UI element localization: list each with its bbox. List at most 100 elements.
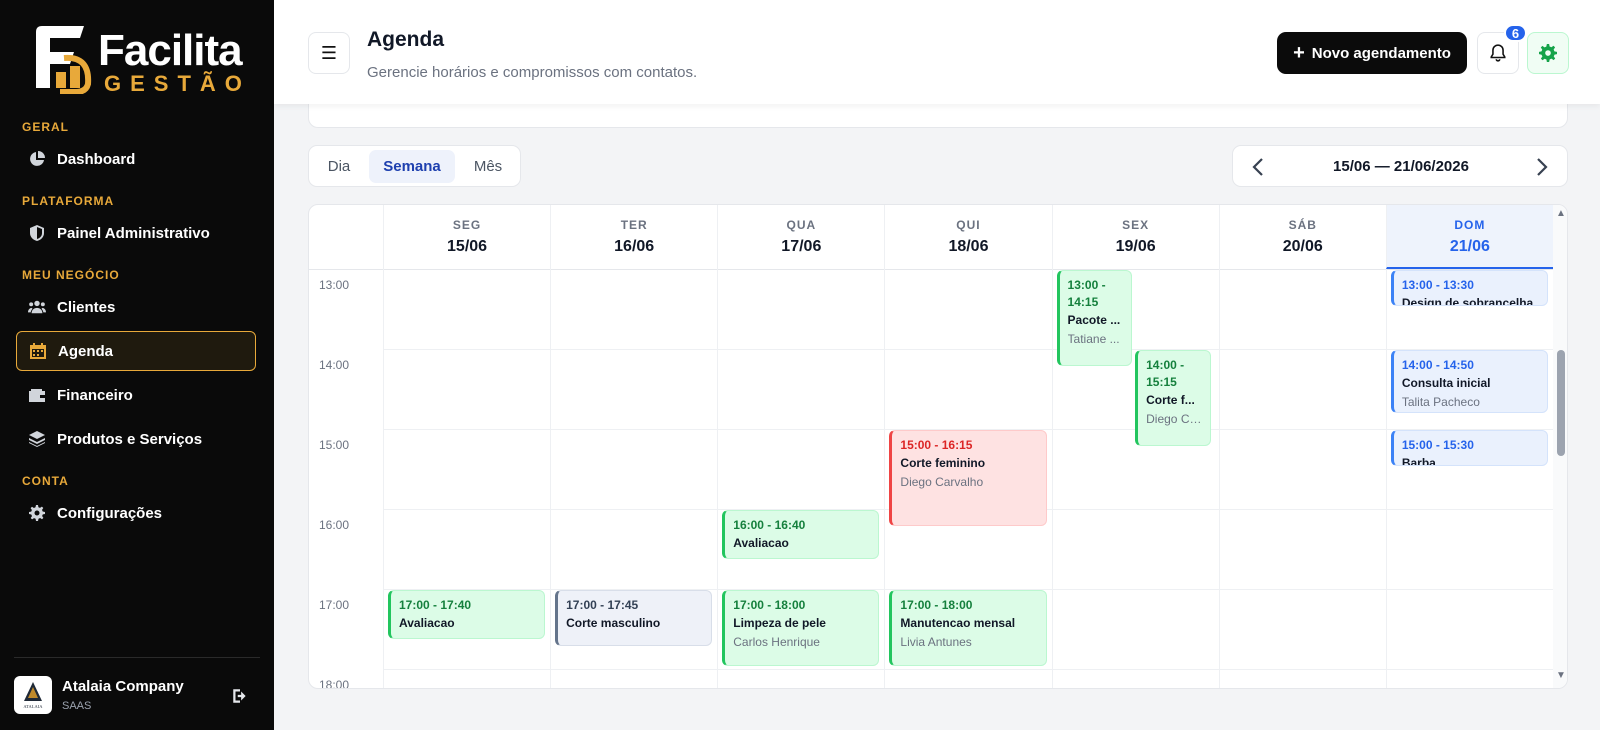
event-time: 17:00 - 17:40 — [399, 598, 472, 612]
day-header[interactable]: SEG 15/06 — [383, 205, 550, 269]
settings-button[interactable] — [1527, 32, 1569, 74]
day-of-week: DOM — [1454, 218, 1486, 232]
hour-divider — [383, 669, 1553, 670]
company-plan: SAAS — [62, 700, 92, 712]
new-appointment-label: Novo agendamento — [1311, 44, 1451, 62]
appointment-event[interactable]: 14:00 - 14:50 Consulta inicial Talita Pach… — [1390, 350, 1548, 413]
page-subtitle: Gerencie horários e compromissos com con… — [367, 64, 698, 81]
tab-dia[interactable]: Dia — [327, 158, 351, 175]
event-client: Livia Antunes — [900, 635, 972, 649]
event-title: Avaliacao — [733, 536, 789, 550]
appointment-event[interactable]: 14:00 - 15:15 Corte f... Diego Ca... — [1135, 350, 1211, 446]
scroll-up-arrow-icon[interactable]: ▲ — [1556, 208, 1566, 219]
sidebar-item-agenda[interactable]: Agenda — [16, 331, 256, 371]
sidebar-item-configuracoes[interactable]: Configurações — [16, 493, 256, 533]
appointment-event[interactable]: 15:00 - 15:30 Barba — [1390, 430, 1548, 466]
appointment-event[interactable]: 17:00 - 17:45 Corte masculino — [555, 590, 713, 646]
gear-icon — [1539, 44, 1557, 62]
day-date: 16/06 — [614, 238, 655, 255]
day-date: 18/06 — [948, 238, 989, 255]
menu-toggle-button[interactable]: ☰ — [308, 32, 350, 74]
event-client: Diego Carvalho — [900, 475, 984, 489]
sidebar-item-financeiro[interactable]: Financeiro — [16, 375, 256, 415]
day-of-week: QUA — [786, 218, 817, 232]
column-divider — [550, 269, 552, 688]
day-of-week: QUI — [956, 218, 981, 232]
sidebar-item-dashboard[interactable]: Dashboard — [16, 139, 256, 179]
nav-section-plataforma: PLATAFORMA — [22, 194, 115, 208]
shield-icon — [28, 224, 46, 242]
chevron-left-icon[interactable] — [1247, 155, 1271, 179]
scroll-down-arrow-icon[interactable]: ▼ — [1556, 670, 1566, 681]
day-of-week: TER — [620, 218, 648, 232]
sidebar-item-painel-administrativo[interactable]: Painel Administrativo — [16, 213, 256, 253]
gear-icon — [28, 504, 46, 522]
company-logo-text: ATALAIA — [23, 704, 43, 709]
day-header[interactable]: SEX 19/06 — [1051, 205, 1219, 269]
appointment-event[interactable]: 15:00 - 16:15 Corte feminino Diego Carvalh… — [889, 430, 1047, 526]
hour-divider — [383, 589, 1553, 590]
appointment-event[interactable]: 13:00 - 13:30 Design de sobrancelha — [1390, 270, 1548, 306]
column-divider — [1218, 269, 1220, 688]
new-appointment-button[interactable]: + Novo agendamento — [1277, 32, 1467, 74]
event-time: 16:00 - 16:40 — [733, 518, 806, 532]
column-divider — [1385, 269, 1387, 688]
sidebar-item-label: Dashboard — [57, 150, 136, 168]
column-divider — [383, 269, 384, 688]
day-date: 20/06 — [1282, 238, 1323, 255]
logout-icon[interactable] — [231, 687, 249, 705]
calendar-scrollbar[interactable]: ▲ ▼ — [1553, 205, 1567, 688]
day-header[interactable]: DOM 21/06 — [1385, 205, 1553, 269]
event-time: 13:00 - 14:15 — [1067, 278, 1106, 309]
event-time: 14:00 - 14:50 — [1401, 358, 1474, 372]
appointment-event[interactable]: 13:00 - 14:15 Pacote ... Tatiane ... — [1056, 270, 1133, 366]
sidebar-item-produtos-servicos[interactable]: Produtos e Serviços — [16, 419, 256, 459]
day-date: 19/06 — [1115, 238, 1156, 255]
sidebar-item-label: Produtos e Serviços — [57, 430, 203, 448]
view-tabs: Dia Semana Mês — [308, 145, 521, 187]
event-client: Tatiane ... — [1067, 332, 1120, 346]
scrollbar-thumb[interactable] — [1557, 350, 1565, 456]
day-header[interactable]: SÁB 20/06 — [1218, 205, 1386, 269]
day-date: 15/06 — [447, 238, 488, 255]
notifications-badge: 6 — [1504, 24, 1527, 42]
sidebar-item-label: Financeiro — [57, 386, 133, 404]
day-header[interactable]: QUA 17/06 — [717, 205, 884, 269]
page-title: Agenda — [367, 28, 445, 51]
company-card[interactable]: ATALAIA Atalaia Company SAAS — [14, 676, 260, 716]
event-time: 13:00 - 13:30 — [1401, 278, 1474, 292]
appointment-event[interactable]: 17:00 - 17:40 Avaliacao — [388, 590, 546, 640]
event-time: 17:00 - 18:00 — [900, 598, 973, 612]
event-title: Design de sobrancelha — [1401, 296, 1534, 306]
sidebar-item-label: Painel Administrativo — [57, 224, 210, 242]
brand-logo[interactable]: Facilita GESTÃO — [30, 22, 245, 98]
time-label: 13:00 — [319, 278, 350, 292]
calendar-icon — [29, 342, 47, 360]
event-client: Carlos Henrique — [733, 635, 820, 649]
pie-chart-icon — [28, 150, 46, 168]
event-time: 15:00 - 15:30 — [1401, 438, 1474, 452]
appointment-event[interactable]: 17:00 - 18:00 Limpeza de pele Carlos Henri… — [722, 590, 880, 666]
users-icon — [28, 298, 46, 316]
appointment-event[interactable]: 17:00 - 18:00 Manutencao mensal Livia Antu… — [889, 590, 1047, 666]
event-time: 17:00 - 18:00 — [733, 598, 806, 612]
calendar-header-divider — [309, 269, 1553, 270]
time-label: 14:00 — [319, 358, 350, 372]
appointment-event[interactable]: 16:00 - 16:40 Avaliacao — [722, 510, 880, 560]
brand-subname: GESTÃO — [104, 71, 251, 96]
nav-section-geral: GERAL — [22, 120, 69, 134]
day-header[interactable]: QUI 18/06 — [884, 205, 1051, 269]
week-navigator: 15/06 — 21/06/2026 — [1232, 145, 1568, 187]
hour-divider — [383, 349, 1553, 350]
chevron-right-icon[interactable] — [1529, 155, 1553, 179]
nav-section-meu-negocio: MEU NEGÓCIO — [22, 268, 120, 282]
column-divider — [1051, 269, 1053, 688]
column-divider — [884, 269, 886, 688]
day-header[interactable]: TER 16/06 — [550, 205, 717, 269]
hour-divider — [383, 429, 1553, 430]
tab-mes[interactable]: Mês — [473, 158, 503, 175]
column-divider — [717, 269, 719, 688]
day-of-week: SEG — [452, 218, 482, 232]
tab-semana[interactable]: Semana — [369, 150, 455, 183]
sidebar-item-clientes[interactable]: Clientes — [16, 287, 256, 327]
